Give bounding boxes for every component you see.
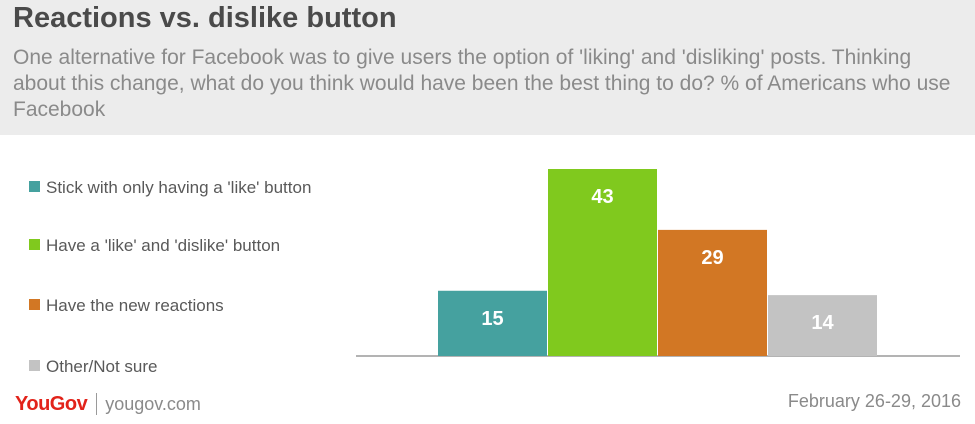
bar-3 bbox=[658, 229, 767, 356]
bar-value-label: 14 bbox=[811, 312, 834, 334]
yougov-logo: YouGov bbox=[15, 392, 88, 415]
legend-label: Stick with only having a 'like' button bbox=[46, 178, 312, 197]
bar-value-label: 15 bbox=[481, 308, 503, 330]
brand-url: yougov.com bbox=[105, 393, 201, 414]
legend-item-like-and-dislike: Have a 'like' and 'dislike' button bbox=[29, 234, 349, 258]
chart-legend: Stick with only having a 'like' button H… bbox=[0, 0, 360, 424]
legend-swatch bbox=[29, 299, 40, 310]
survey-date: February 26-29, 2016 bbox=[787, 391, 961, 411]
bar-value-label: 29 bbox=[701, 247, 723, 269]
legend-label: Other/Not sure bbox=[46, 357, 158, 376]
bar-1 bbox=[438, 290, 547, 356]
legend-item-new-reactions: Have the new reactions bbox=[29, 294, 349, 318]
chart-header: Reactions vs. dislike button One alterna… bbox=[0, 0, 975, 135]
legend-item-stick-with-like: Stick with only having a 'like' button bbox=[29, 176, 349, 200]
bar-2 bbox=[548, 169, 657, 356]
legend-label: Have a 'like' and 'dislike' button bbox=[46, 236, 281, 255]
bar-4 bbox=[768, 295, 877, 356]
footer-brand: YouGov yougov.com bbox=[15, 391, 201, 417]
legend-swatch bbox=[29, 181, 40, 192]
legend-label: Have the new reactions bbox=[46, 296, 224, 315]
legend-swatch bbox=[29, 239, 40, 250]
chart-subtitle: One alternative for Facebook was to give… bbox=[13, 46, 951, 121]
chart-title: Reactions vs. dislike button bbox=[13, 2, 397, 34]
legend-swatch bbox=[29, 360, 40, 371]
legend-item-other-not-sure: Other/Not sure bbox=[29, 355, 349, 379]
brand-divider bbox=[96, 393, 98, 415]
bar-value-label: 43 bbox=[591, 186, 613, 208]
